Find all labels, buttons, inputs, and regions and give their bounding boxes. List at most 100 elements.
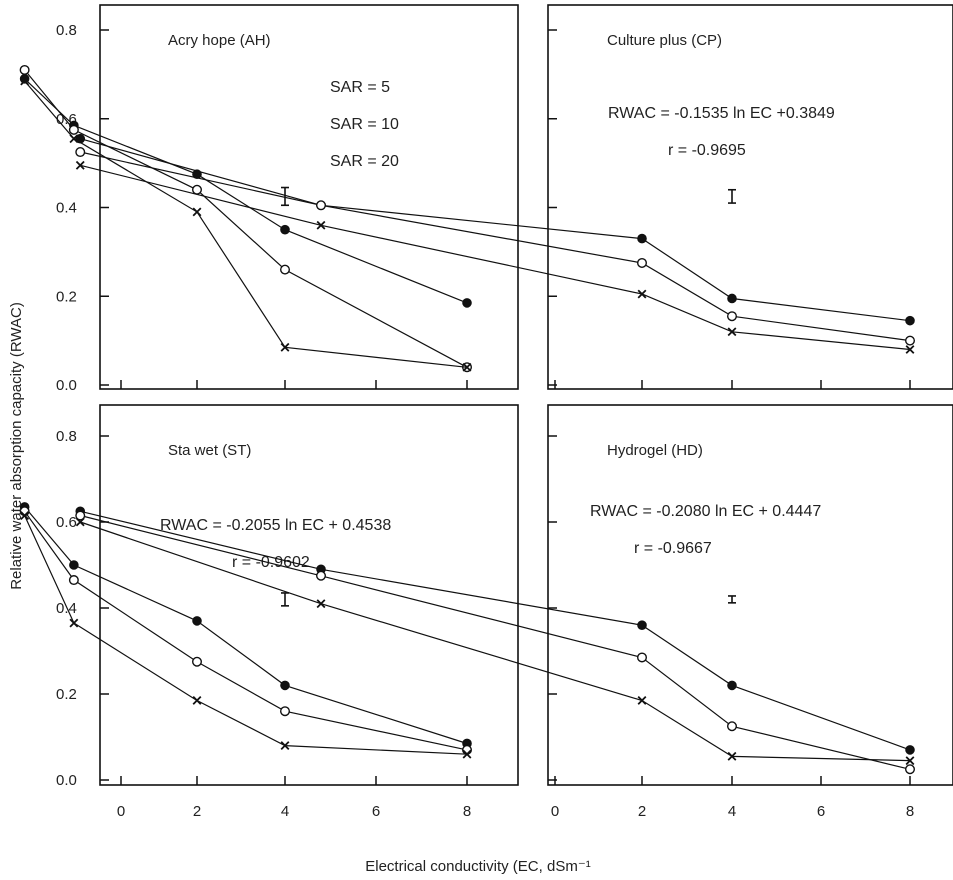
data-point-cross xyxy=(75,517,85,527)
x-tick-label: 6 xyxy=(817,803,825,820)
data-point-open xyxy=(462,744,473,755)
series-line xyxy=(80,521,911,762)
y-axis-tick-labels: 0.00.20.40.60.80.00.20.40.60.8 xyxy=(56,22,77,789)
data-point-cross xyxy=(192,696,202,705)
x-tick-label: 2 xyxy=(638,803,646,820)
y-tick-label: 0.2 xyxy=(56,288,77,305)
data-point-open xyxy=(75,147,86,158)
data-point-open xyxy=(637,257,648,268)
data-point-open xyxy=(905,764,916,775)
data-point-filled xyxy=(462,298,472,308)
data-point-open xyxy=(905,335,916,346)
data-point-filled xyxy=(280,224,290,235)
panel: Sta wet (ST) RWAC = -0.2055 ln EC + 0.453… xyxy=(19,404,519,786)
data-point-open xyxy=(316,570,327,581)
x-tick-label: 0 xyxy=(117,803,125,820)
data-point-filled xyxy=(905,745,915,755)
error-bar xyxy=(728,595,736,604)
y-tick-label: 0.4 xyxy=(56,200,77,217)
panel-title: Hydrogel (HD) xyxy=(607,442,703,459)
panel-title: Sta wet (ST) xyxy=(168,442,251,459)
series-line xyxy=(24,69,468,368)
series-line xyxy=(80,138,911,322)
data-point-cross xyxy=(462,362,472,372)
data-point-cross xyxy=(727,751,737,761)
series-line xyxy=(24,78,468,304)
regression-equation: RWAC = -0.2055 ln EC + 0.4538 xyxy=(160,517,391,534)
legend-entry: SAR = 5 xyxy=(330,79,390,96)
data-point-cross xyxy=(727,327,737,337)
panel: Acry hope (AH) xyxy=(19,4,519,390)
x-tick-label: 8 xyxy=(463,803,471,820)
series-line xyxy=(80,164,911,351)
x-tick-label: 2 xyxy=(193,803,201,820)
data-point-filled xyxy=(637,233,647,244)
data-point-cross xyxy=(75,160,85,170)
data-point-cross xyxy=(316,599,326,609)
data-point-filled xyxy=(727,293,737,304)
y-tick-label: 0.0 xyxy=(56,772,77,789)
data-point-open xyxy=(316,200,327,211)
data-point-open xyxy=(191,184,202,195)
data-point-cross xyxy=(637,289,647,299)
data-point-open xyxy=(280,264,291,275)
x-tick-label: 6 xyxy=(372,803,380,820)
data-point-cross xyxy=(280,342,290,352)
panel: Culture plus (CP) RWAC = -0.1535 ln EC +0… xyxy=(75,4,953,390)
legend-entry: SAR = 20 xyxy=(330,153,399,170)
y-tick-label: 0.2 xyxy=(56,686,77,703)
panel-frame xyxy=(99,404,519,786)
panels: Acry hope (AH) Culture plus (CP) RWAC = -0… xyxy=(19,4,953,786)
y-tick-label: 0.0 xyxy=(56,377,77,394)
y-tick-label: 0.4 xyxy=(56,600,77,617)
series-line xyxy=(80,151,911,342)
data-point-filled xyxy=(280,680,290,691)
legend: SAR = 5 SAR = 10 SAR = 20 xyxy=(330,79,399,170)
data-point-cross xyxy=(316,220,326,230)
correlation-coefficient: r = -0.9695 xyxy=(668,142,746,159)
data-point-open xyxy=(727,721,738,732)
panel-frame xyxy=(547,404,953,786)
data-point-open xyxy=(68,575,79,586)
data-point-filled xyxy=(69,560,79,570)
x-tick-label: 0 xyxy=(551,803,559,820)
data-point-filled xyxy=(727,680,737,691)
data-point-open xyxy=(68,124,79,135)
x-axis-tick-labels: 0 2 4 6 8 0 2 4 6 8 xyxy=(117,803,914,820)
correlation-coefficient: r = -0.9667 xyxy=(634,540,712,557)
error-bar xyxy=(728,188,736,204)
data-point-cross xyxy=(462,749,472,759)
y-tick-label: 0.8 xyxy=(56,428,77,445)
y-tick-label: 0.8 xyxy=(56,22,77,39)
data-point-cross xyxy=(905,756,915,766)
panel: Hydrogel (HD) RWAC = -0.2080 ln EC + 0.44… xyxy=(75,404,953,786)
x-tick-label: 8 xyxy=(906,803,914,820)
data-point-cross xyxy=(905,345,915,354)
series-line xyxy=(24,80,468,368)
legend-entry: SAR = 10 xyxy=(330,116,399,133)
data-point-cross xyxy=(20,76,30,86)
data-point-open xyxy=(280,706,291,717)
series-line xyxy=(24,510,468,751)
data-point-filled xyxy=(637,620,647,631)
data-point-cross xyxy=(637,696,647,705)
data-point-open xyxy=(75,510,86,521)
panel-title: Culture plus (CP) xyxy=(607,32,722,49)
data-point-filled xyxy=(192,616,202,626)
data-point-cross xyxy=(192,207,202,217)
data-point-cross xyxy=(280,741,290,751)
y-tick-label: 0.6 xyxy=(56,514,77,531)
error-bar xyxy=(281,186,289,207)
x-tick-label: 4 xyxy=(728,803,736,820)
panel-frame xyxy=(99,4,519,390)
x-axis-label: Electrical conductivity (EC, dSm⁻¹ xyxy=(365,858,590,875)
data-point-filled xyxy=(75,133,86,144)
panel-title: Acry hope (AH) xyxy=(168,32,271,49)
regression-equation: RWAC = -0.2080 ln EC + 0.4447 xyxy=(590,503,821,520)
data-point-open xyxy=(727,311,738,322)
x-tick-label: 4 xyxy=(281,803,289,820)
panel-frame xyxy=(547,4,953,390)
data-point-open xyxy=(637,652,648,663)
data-point-open xyxy=(19,64,30,75)
